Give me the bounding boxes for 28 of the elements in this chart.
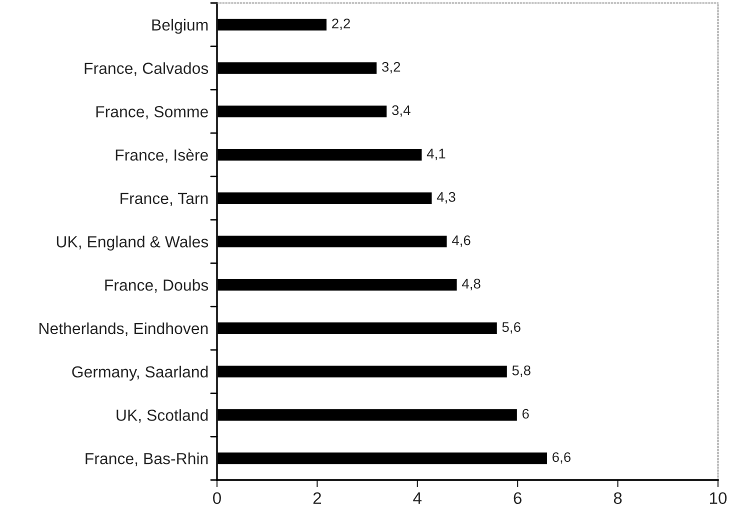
y-tick-label: France, Doubs [105, 279, 208, 293]
y-tick-label: Germany, Saarland [72, 366, 208, 381]
data-label: 4,3 [436, 192, 456, 204]
y-tick-label: UK, England & Wales [56, 236, 208, 251]
x-tick-label: 10 [710, 492, 727, 504]
y-tick-label: France, Somme [96, 106, 208, 120]
data-label: 6 [522, 408, 529, 419]
x-tick-label: 8 [614, 492, 622, 504]
y-tick-label: Netherlands, Eindhoven [40, 322, 208, 336]
x-tick-label: 0 [213, 492, 221, 504]
x-tick-label: 6 [514, 492, 522, 504]
y-tick-label: France, Tarn [120, 192, 208, 206]
data-label: 3,4 [392, 105, 410, 117]
y-tick-label: France, Isère [116, 148, 208, 163]
data-label: 5,6 [502, 322, 520, 334]
data-label: 4,6 [452, 235, 470, 247]
data-label: 4,1 [426, 148, 446, 160]
data-label: 6,6 [552, 452, 571, 464]
y-tick-label: Belgium [152, 18, 208, 34]
x-tick-label: 2 [313, 492, 321, 504]
y-tick-label: France, Bas-Rhin [86, 452, 208, 466]
data-label: 5,8 [512, 365, 530, 377]
data-label: 3,2 [382, 62, 400, 74]
y-tick-label: UK, Scotland [116, 409, 208, 423]
data-label: 4,8 [462, 278, 480, 290]
x-tick-label: 4 [413, 492, 422, 504]
data-label: 2,2 [332, 18, 350, 30]
y-tick-label: France, Calvados [84, 62, 208, 76]
